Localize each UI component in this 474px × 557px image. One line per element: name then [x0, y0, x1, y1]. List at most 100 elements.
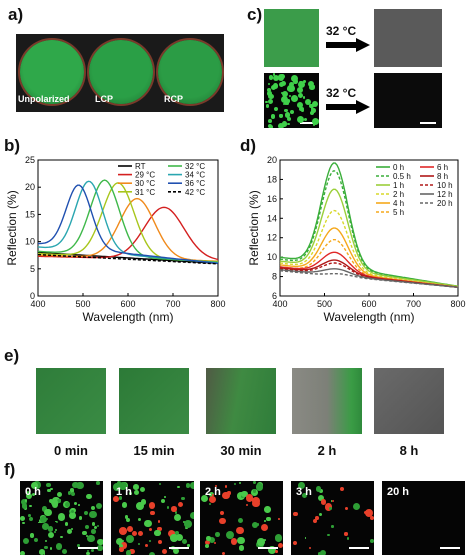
droplet — [126, 550, 132, 555]
droplet — [137, 517, 141, 521]
time-lapse-photo — [374, 368, 444, 434]
time-caption: 15 min — [133, 443, 175, 458]
droplet — [29, 504, 32, 508]
droplet — [24, 499, 27, 502]
droplet — [91, 521, 96, 526]
microscopy-image: 20 h — [382, 481, 465, 555]
y-tick-label: 20 — [267, 155, 277, 165]
droplet — [91, 529, 96, 534]
series-line — [38, 254, 219, 265]
droplet — [266, 517, 271, 522]
droplet — [173, 514, 182, 522]
droplet — [28, 516, 34, 522]
droplet — [241, 490, 248, 497]
droplet — [298, 482, 305, 490]
droplet — [56, 520, 59, 523]
droplet — [22, 521, 25, 524]
time-lapse-photo — [36, 368, 106, 434]
x-tick-label: 700 — [406, 299, 421, 309]
droplet — [173, 547, 180, 554]
x-axis-label: Wavelength (nm) — [83, 310, 174, 324]
droplet — [119, 543, 123, 548]
scale-bar — [169, 547, 189, 549]
droplet — [70, 528, 73, 531]
droplet — [133, 484, 139, 490]
time-label: 0 h — [25, 486, 41, 498]
droplet — [214, 541, 217, 544]
droplet — [287, 122, 290, 126]
droplet — [303, 117, 308, 122]
x-tick-label: 700 — [165, 299, 180, 309]
panel-c-droplets — [264, 73, 319, 128]
droplet — [268, 75, 274, 80]
droplet — [28, 513, 32, 517]
droplet — [268, 118, 272, 123]
droplet — [237, 492, 245, 500]
droplet — [208, 536, 216, 544]
x-tick-label: 800 — [210, 299, 225, 309]
droplet — [64, 521, 69, 526]
droplet — [328, 507, 332, 511]
droplet — [177, 485, 180, 489]
y-tick-label: 15 — [25, 209, 35, 219]
droplet — [230, 538, 238, 545]
droplet — [330, 500, 333, 502]
legend-entry: 6 h — [437, 163, 448, 172]
droplet — [215, 532, 220, 537]
series-line — [279, 270, 459, 288]
legend-entry: 10 h — [437, 181, 453, 190]
droplet — [23, 537, 30, 544]
droplet — [47, 526, 53, 532]
droplet — [281, 80, 287, 86]
droplet — [70, 509, 74, 513]
droplet — [307, 80, 315, 87]
droplet — [288, 94, 292, 98]
chart-b: 400 500 600 700 800 0 5 10 15 20 25 Wavelength (nm)… — [5, 155, 226, 324]
droplet — [290, 74, 298, 82]
series-line — [279, 268, 459, 288]
arrow-right-icon — [326, 100, 370, 114]
droplet — [39, 549, 45, 555]
droplet — [255, 482, 264, 491]
droplet — [302, 492, 308, 498]
droplet — [331, 525, 334, 528]
droplet — [44, 539, 48, 543]
droplet — [125, 515, 129, 519]
panel-b-label: b) — [4, 136, 21, 155]
droplet — [86, 493, 92, 500]
droplet — [57, 499, 62, 503]
droplet — [125, 535, 134, 544]
droplet — [39, 515, 48, 524]
droplet — [200, 494, 208, 503]
y-tick-label: 25 — [25, 155, 35, 165]
droplet — [263, 520, 266, 522]
droplet — [303, 96, 306, 99]
time-label: 20 h — [387, 486, 410, 498]
droplet — [164, 495, 167, 498]
droplet — [149, 551, 156, 555]
droplet — [183, 519, 192, 528]
time-lapse-photo — [119, 368, 189, 434]
droplet — [253, 481, 256, 484]
droplet — [331, 499, 334, 502]
droplet — [321, 499, 327, 505]
y-tick-label: 0 — [30, 291, 35, 301]
droplet — [33, 538, 38, 543]
droplet — [300, 109, 304, 113]
droplet — [315, 516, 319, 520]
droplet — [87, 549, 90, 552]
droplet — [299, 106, 304, 111]
droplet — [214, 484, 217, 487]
droplet — [43, 552, 46, 555]
y-tick-label: 18 — [267, 174, 277, 184]
droplet — [274, 534, 283, 542]
legend-entry: 5 h — [393, 208, 404, 217]
droplet — [205, 540, 211, 546]
droplet — [297, 101, 304, 108]
droplet — [319, 549, 326, 555]
droplet — [347, 537, 350, 540]
droplet — [30, 533, 33, 536]
droplet — [185, 483, 191, 489]
droplet — [67, 491, 72, 495]
droplet — [283, 97, 286, 100]
